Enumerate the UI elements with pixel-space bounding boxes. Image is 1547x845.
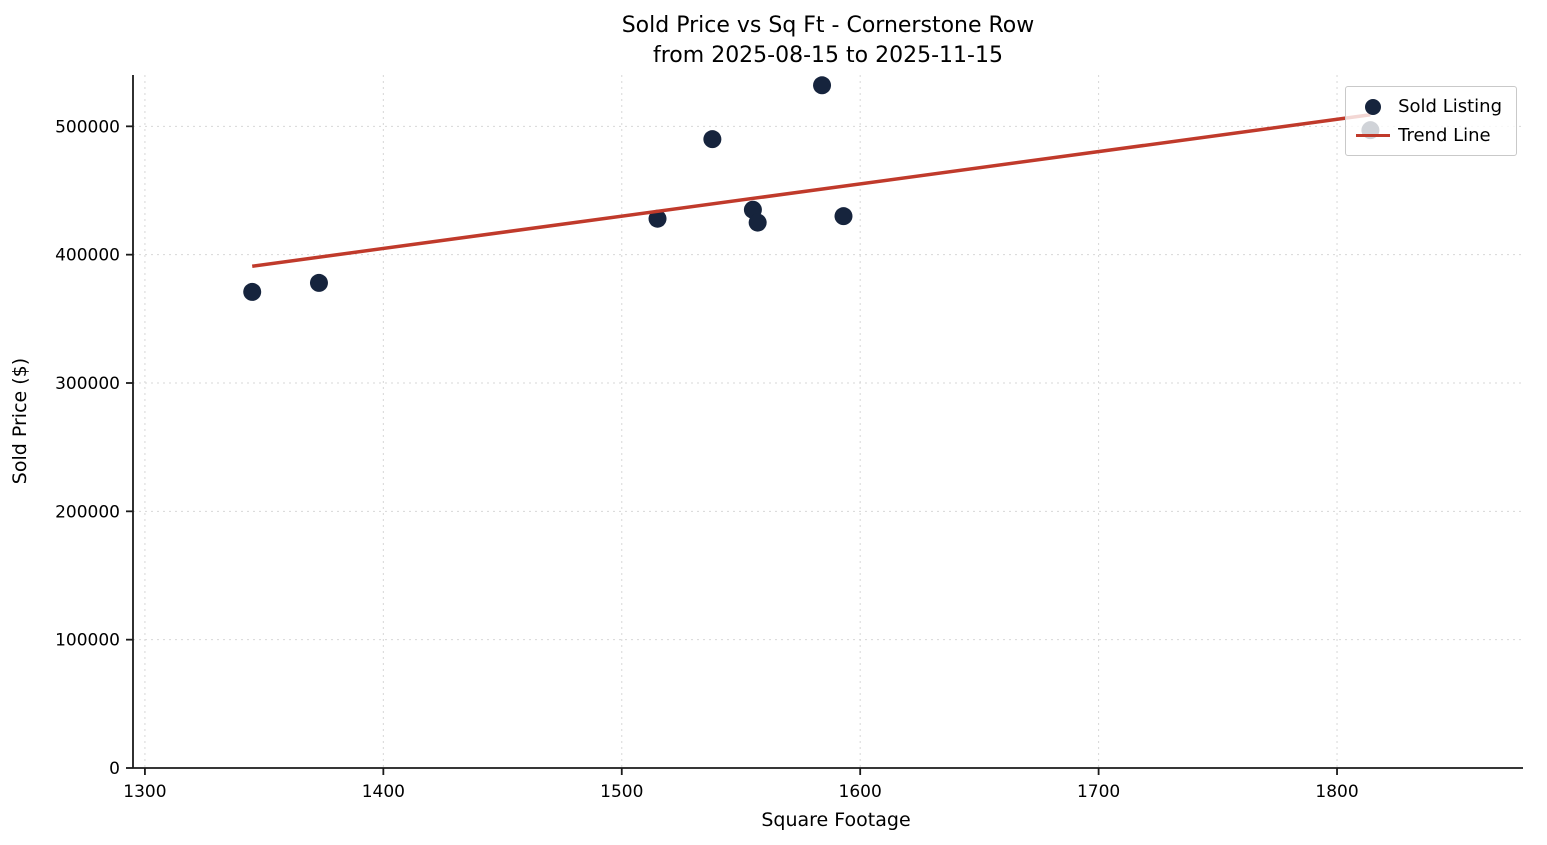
- legend-label-trend-line: Trend Line: [1398, 125, 1491, 146]
- trend-line-icon: [1356, 133, 1391, 138]
- y-tick-label: 200000: [55, 502, 120, 522]
- x-tick-label: 1300: [123, 782, 166, 802]
- legend-label-sold-listing: Sold Listing: [1398, 96, 1502, 117]
- scatter-point: [748, 213, 767, 232]
- trend-line: [251, 113, 1371, 268]
- x-axis-label: Square Footage: [761, 809, 910, 831]
- chart-title-block: Sold Price vs Sq Ft - Cornerstone Row fr…: [133, 11, 1523, 70]
- x-tick-label: 1700: [1077, 782, 1120, 802]
- y-axis-label: Sold Price ($): [9, 358, 31, 484]
- y-tick-label: 500000: [55, 117, 120, 137]
- legend-swatch: [1356, 133, 1391, 138]
- y-tick-label: 400000: [55, 246, 120, 266]
- scatter-point: [243, 282, 262, 301]
- legend-item-trend-line: Trend Line: [1356, 125, 1502, 146]
- x-tick-label: 1800: [1315, 782, 1358, 802]
- x-tick-label: 1600: [839, 782, 882, 802]
- scatter-point: [813, 76, 832, 95]
- scatter-point: [834, 207, 853, 226]
- legend-item-sold-listing: Sold Listing: [1356, 96, 1502, 117]
- scatter-dot-icon: [1365, 98, 1382, 115]
- y-tick-label: 0: [109, 759, 120, 779]
- chart-subtitle: from 2025-08-15 to 2025-11-15: [653, 42, 1003, 68]
- y-tick-label: 300000: [55, 374, 120, 394]
- scatter-point: [648, 209, 667, 228]
- chart-legend: Sold Listing Trend Line: [1345, 86, 1517, 156]
- scatter-point: [703, 130, 722, 149]
- chart-title: Sold Price vs Sq Ft - Cornerstone Row: [621, 13, 1035, 38]
- legend-swatch: [1356, 98, 1390, 115]
- y-tick-label: 100000: [55, 631, 120, 651]
- x-tick-label: 1400: [362, 782, 405, 802]
- chart-plot-area: 1300 1400 1500 1600 1700 1800 0 100000 200000 300…: [55, 75, 1523, 802]
- x-tick-label: 1500: [600, 782, 643, 802]
- scatter-point: [309, 273, 328, 292]
